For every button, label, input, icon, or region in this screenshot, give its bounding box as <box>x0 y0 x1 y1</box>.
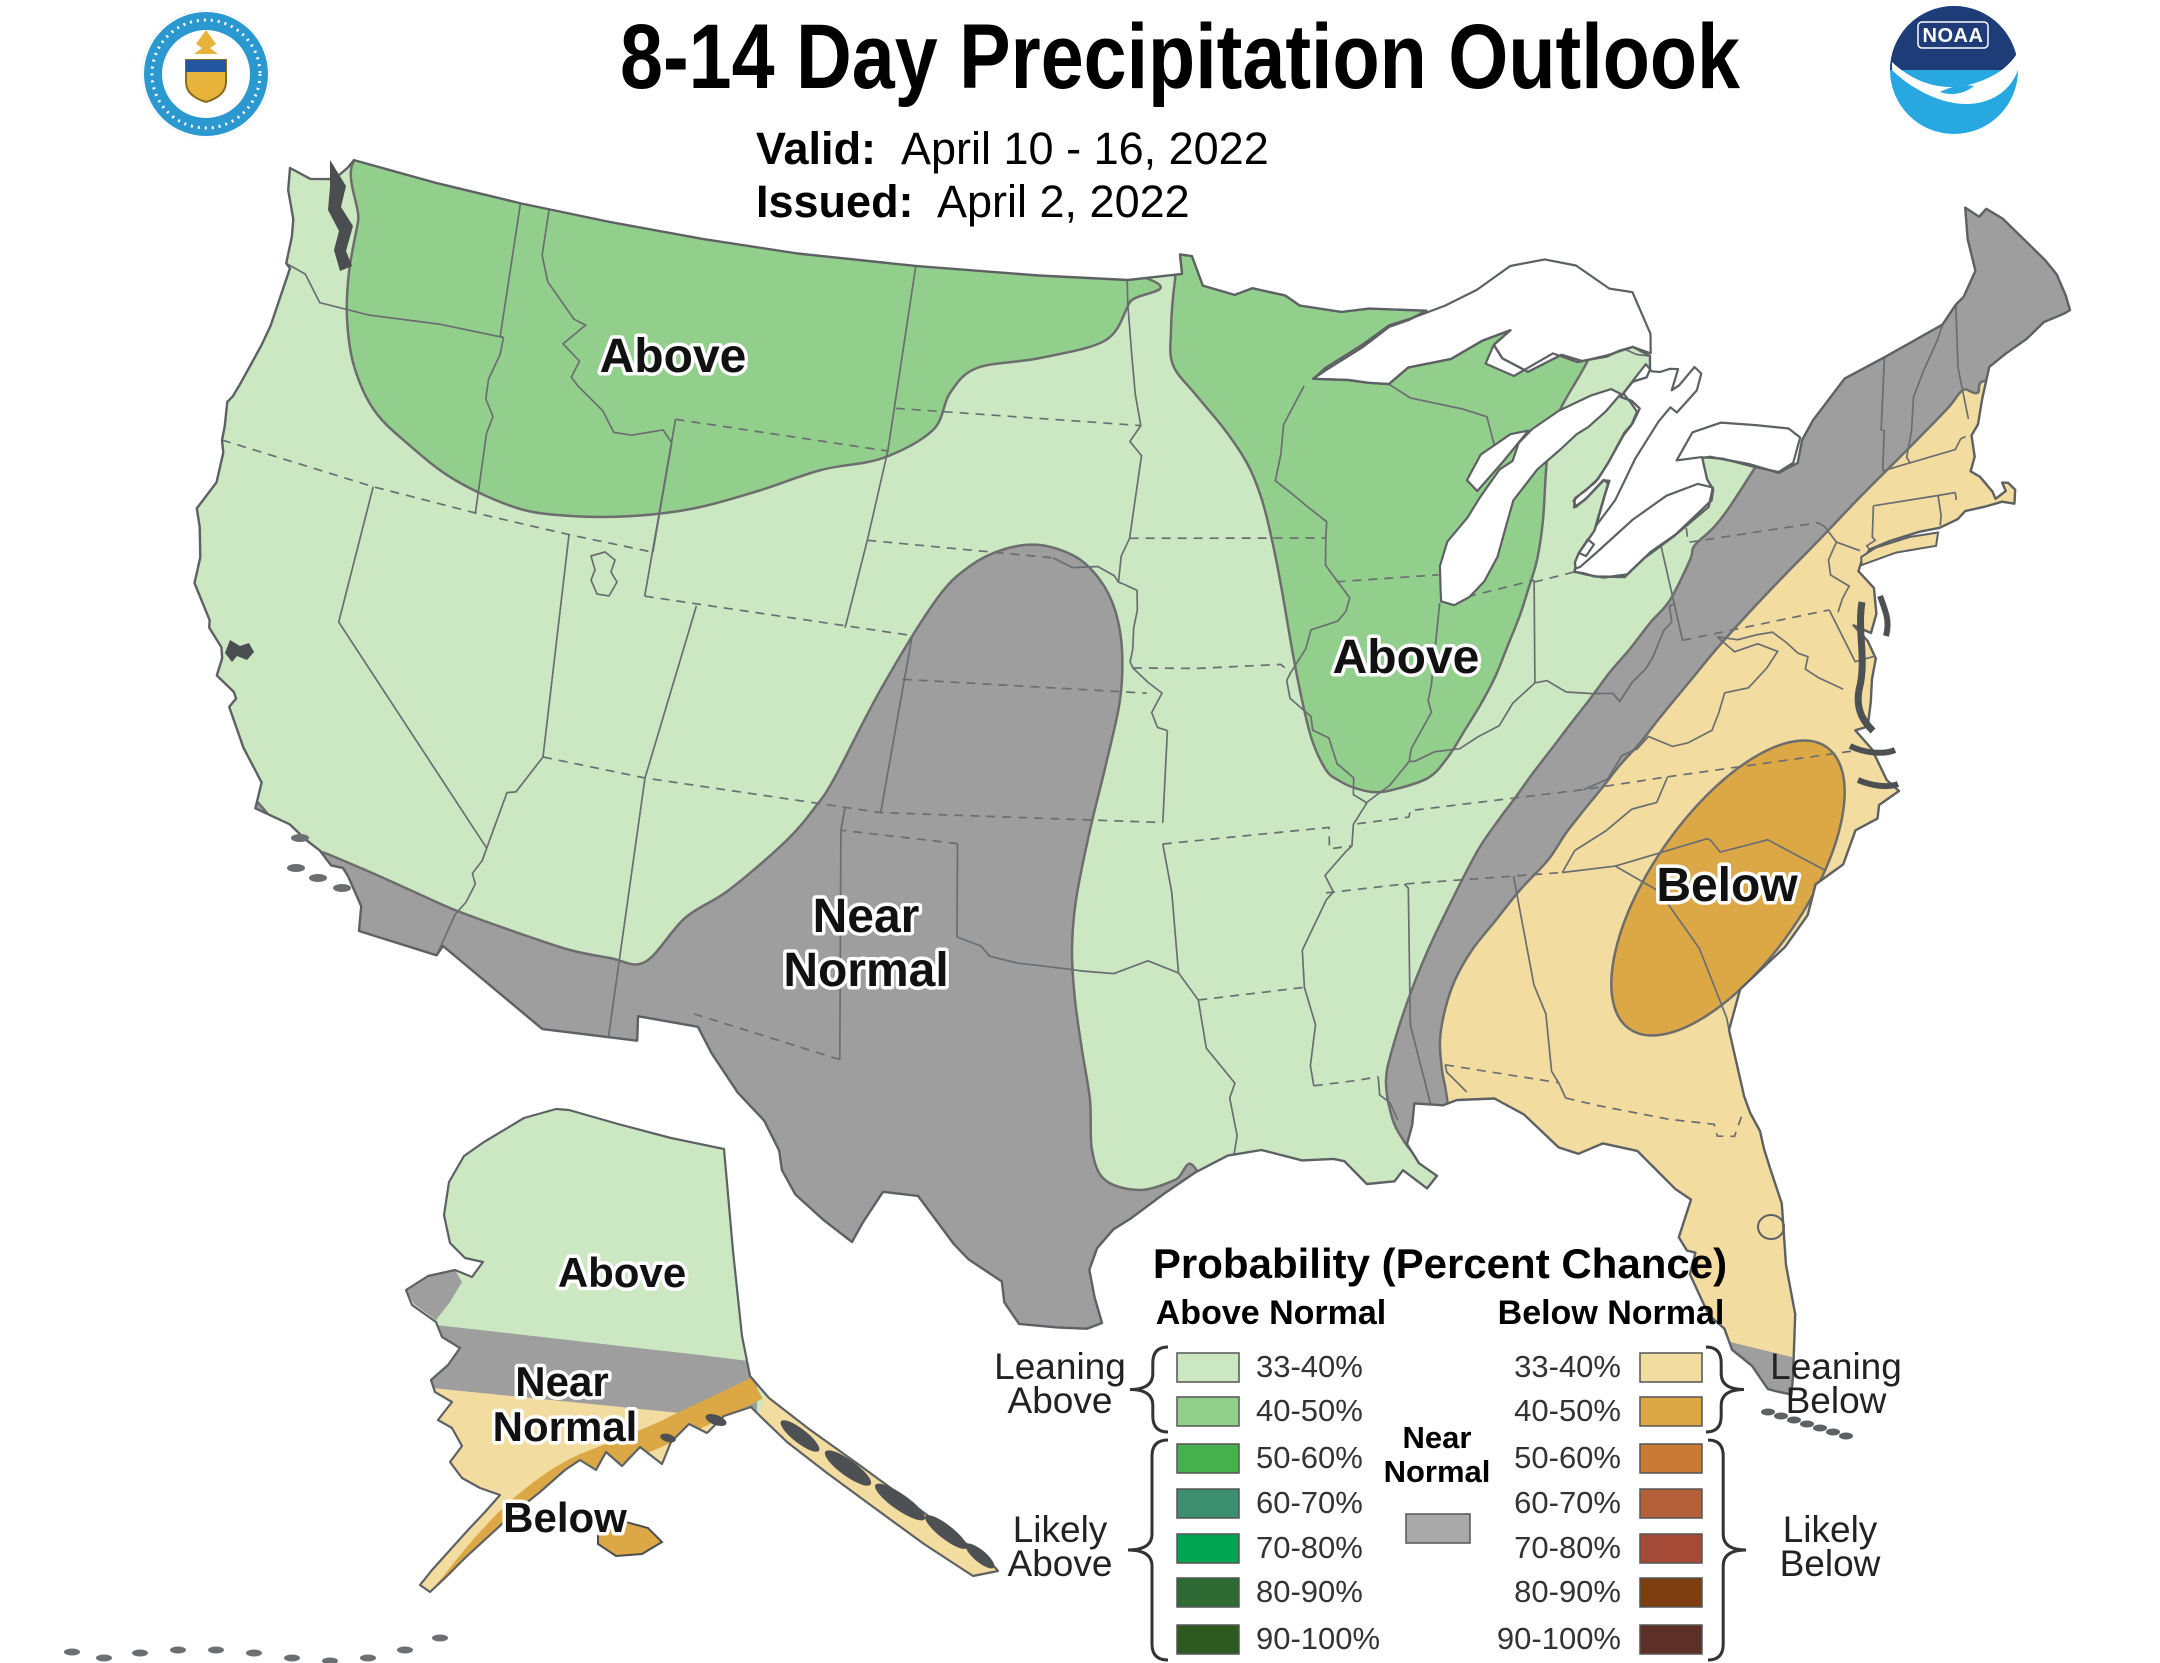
svg-text:Probability (Percent Chance): Probability (Percent Chance) <box>1153 1240 1727 1287</box>
svg-text:Normal: Normal <box>493 1403 638 1450</box>
svg-text:80-90%: 80-90% <box>1256 1574 1363 1609</box>
svg-text:Below: Below <box>1780 1543 1881 1584</box>
svg-text:Above: Above <box>558 1249 686 1296</box>
svg-text:Below: Below <box>1786 1380 1887 1421</box>
svg-text:90-100%: 90-100% <box>1497 1621 1621 1656</box>
svg-text:50-60%: 50-60% <box>1514 1440 1621 1475</box>
svg-text:April 10 - 16, 2022: April 10 - 16, 2022 <box>901 123 1269 174</box>
svg-text:Issued:: Issued: <box>756 176 914 227</box>
svg-text:Above Normal: Above Normal <box>1156 1294 1387 1332</box>
svg-text:Below: Below <box>503 1494 627 1541</box>
svg-text:60-70%: 60-70% <box>1256 1485 1363 1520</box>
svg-text:33-40%: 33-40% <box>1514 1349 1621 1384</box>
svg-text:80-90%: 80-90% <box>1514 1574 1621 1609</box>
svg-text:Below Normal: Below Normal <box>1498 1294 1725 1332</box>
svg-text:Valid:: Valid: <box>756 123 876 174</box>
svg-text:Near: Near <box>813 890 920 943</box>
svg-text:60-70%: 60-70% <box>1514 1485 1621 1520</box>
svg-text:40-50%: 40-50% <box>1256 1393 1363 1428</box>
svg-text:Above: Above <box>600 330 747 383</box>
svg-text:70-80%: 70-80% <box>1256 1530 1363 1565</box>
svg-text:Leaning: Leaning <box>994 1346 1126 1387</box>
svg-text:40-50%: 40-50% <box>1514 1393 1621 1428</box>
svg-text:50-60%: 50-60% <box>1256 1440 1363 1475</box>
svg-text:Below: Below <box>1656 859 1798 912</box>
svg-text:70-80%: 70-80% <box>1514 1530 1621 1565</box>
svg-text:Above: Above <box>1333 631 1480 684</box>
svg-text:Near: Near <box>1403 1420 1472 1455</box>
svg-text:NOAA: NOAA <box>1923 25 1984 47</box>
svg-text:April 2, 2022: April 2, 2022 <box>937 176 1190 227</box>
svg-text:Near: Near <box>515 1358 608 1405</box>
svg-text:Above: Above <box>1008 1380 1113 1421</box>
svg-text:Likely: Likely <box>1013 1509 1108 1550</box>
svg-text:Above: Above <box>1008 1543 1113 1584</box>
svg-text:Leaning: Leaning <box>1770 1346 1902 1387</box>
svg-text:Normal: Normal <box>783 944 948 997</box>
svg-text:8-14 Day Precipitation Outlook: 8-14 Day Precipitation Outlook <box>620 6 1741 108</box>
svg-text:90-100%: 90-100% <box>1256 1621 1380 1656</box>
svg-text:Normal: Normal <box>1384 1454 1491 1489</box>
svg-text:33-40%: 33-40% <box>1256 1349 1363 1384</box>
svg-text:Likely: Likely <box>1783 1509 1878 1550</box>
